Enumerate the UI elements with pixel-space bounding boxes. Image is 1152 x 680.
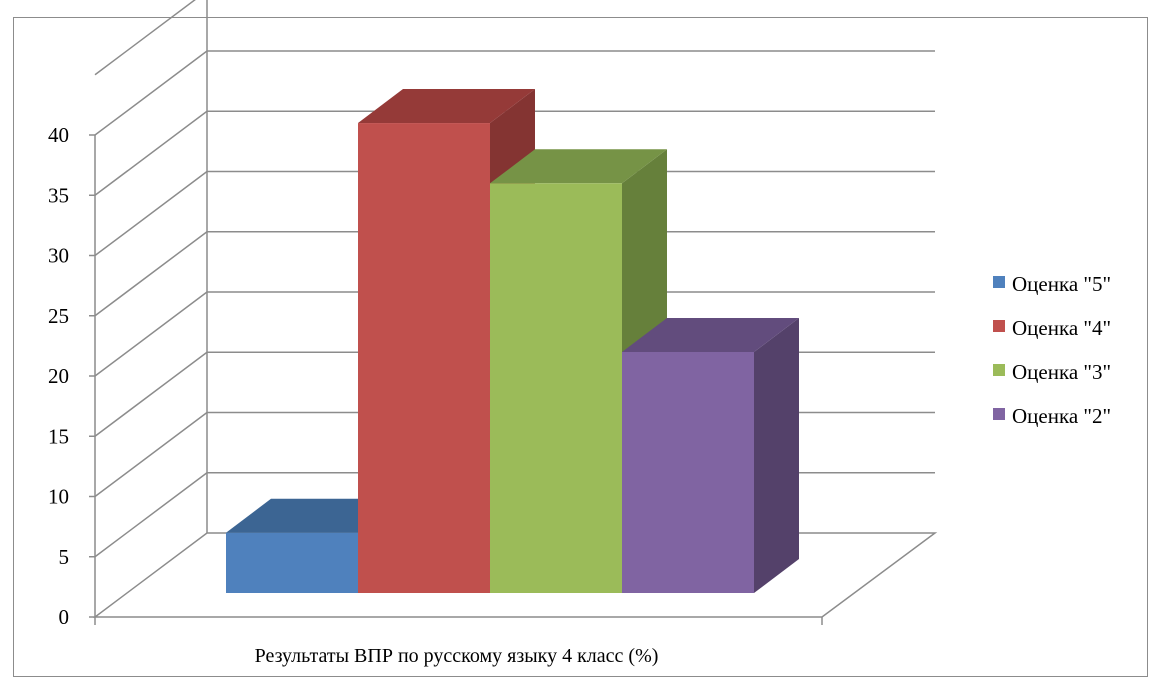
- bar: [358, 123, 490, 594]
- y-tick-label: 35: [48, 183, 69, 207]
- bar: [490, 183, 622, 594]
- legend-swatch: [993, 408, 1005, 420]
- gridline-diagonal: [94, 291, 208, 377]
- legend-swatch: [993, 364, 1005, 376]
- legend-swatch: [993, 320, 1005, 332]
- legend-label: Оценка "3": [1012, 360, 1111, 384]
- gridline-diagonal: [94, 351, 208, 437]
- bar-top: [358, 89, 535, 124]
- legend-label: Оценка "5": [1012, 272, 1111, 296]
- legend-swatch: [993, 276, 1005, 288]
- chart-floor: [92, 532, 938, 618]
- gridline-diagonal: [94, 411, 208, 498]
- gridline-diagonal: [94, 0, 196, 76]
- bar-top: [490, 149, 667, 184]
- bar-side: [754, 318, 799, 593]
- y-tick-label: 20: [48, 364, 69, 388]
- y-tick-label: 40: [48, 123, 69, 147]
- gridline-diagonal: [94, 50, 208, 136]
- bar: [226, 532, 358, 593]
- gridline-diagonal: [94, 110, 208, 196]
- y-tick-label: 5: [59, 545, 70, 569]
- legend-label: Оценка "2": [1012, 404, 1111, 428]
- y-tick-label: 15: [48, 424, 69, 448]
- y-tick-label: 0: [59, 605, 70, 629]
- gridline-diagonal: [94, 472, 208, 558]
- bar: [622, 352, 754, 593]
- y-tick-label: 10: [48, 485, 69, 509]
- legend-label: Оценка "4": [1012, 316, 1111, 340]
- bar-top: [622, 318, 799, 352]
- gridline-diagonal: [94, 231, 208, 317]
- gridline-diagonal: [94, 170, 208, 257]
- x-category-label: Результаты ВПР по русскому языку 4 класс…: [255, 645, 659, 667]
- y-tick-label: 25: [48, 304, 69, 328]
- y-tick-label: 30: [48, 244, 69, 268]
